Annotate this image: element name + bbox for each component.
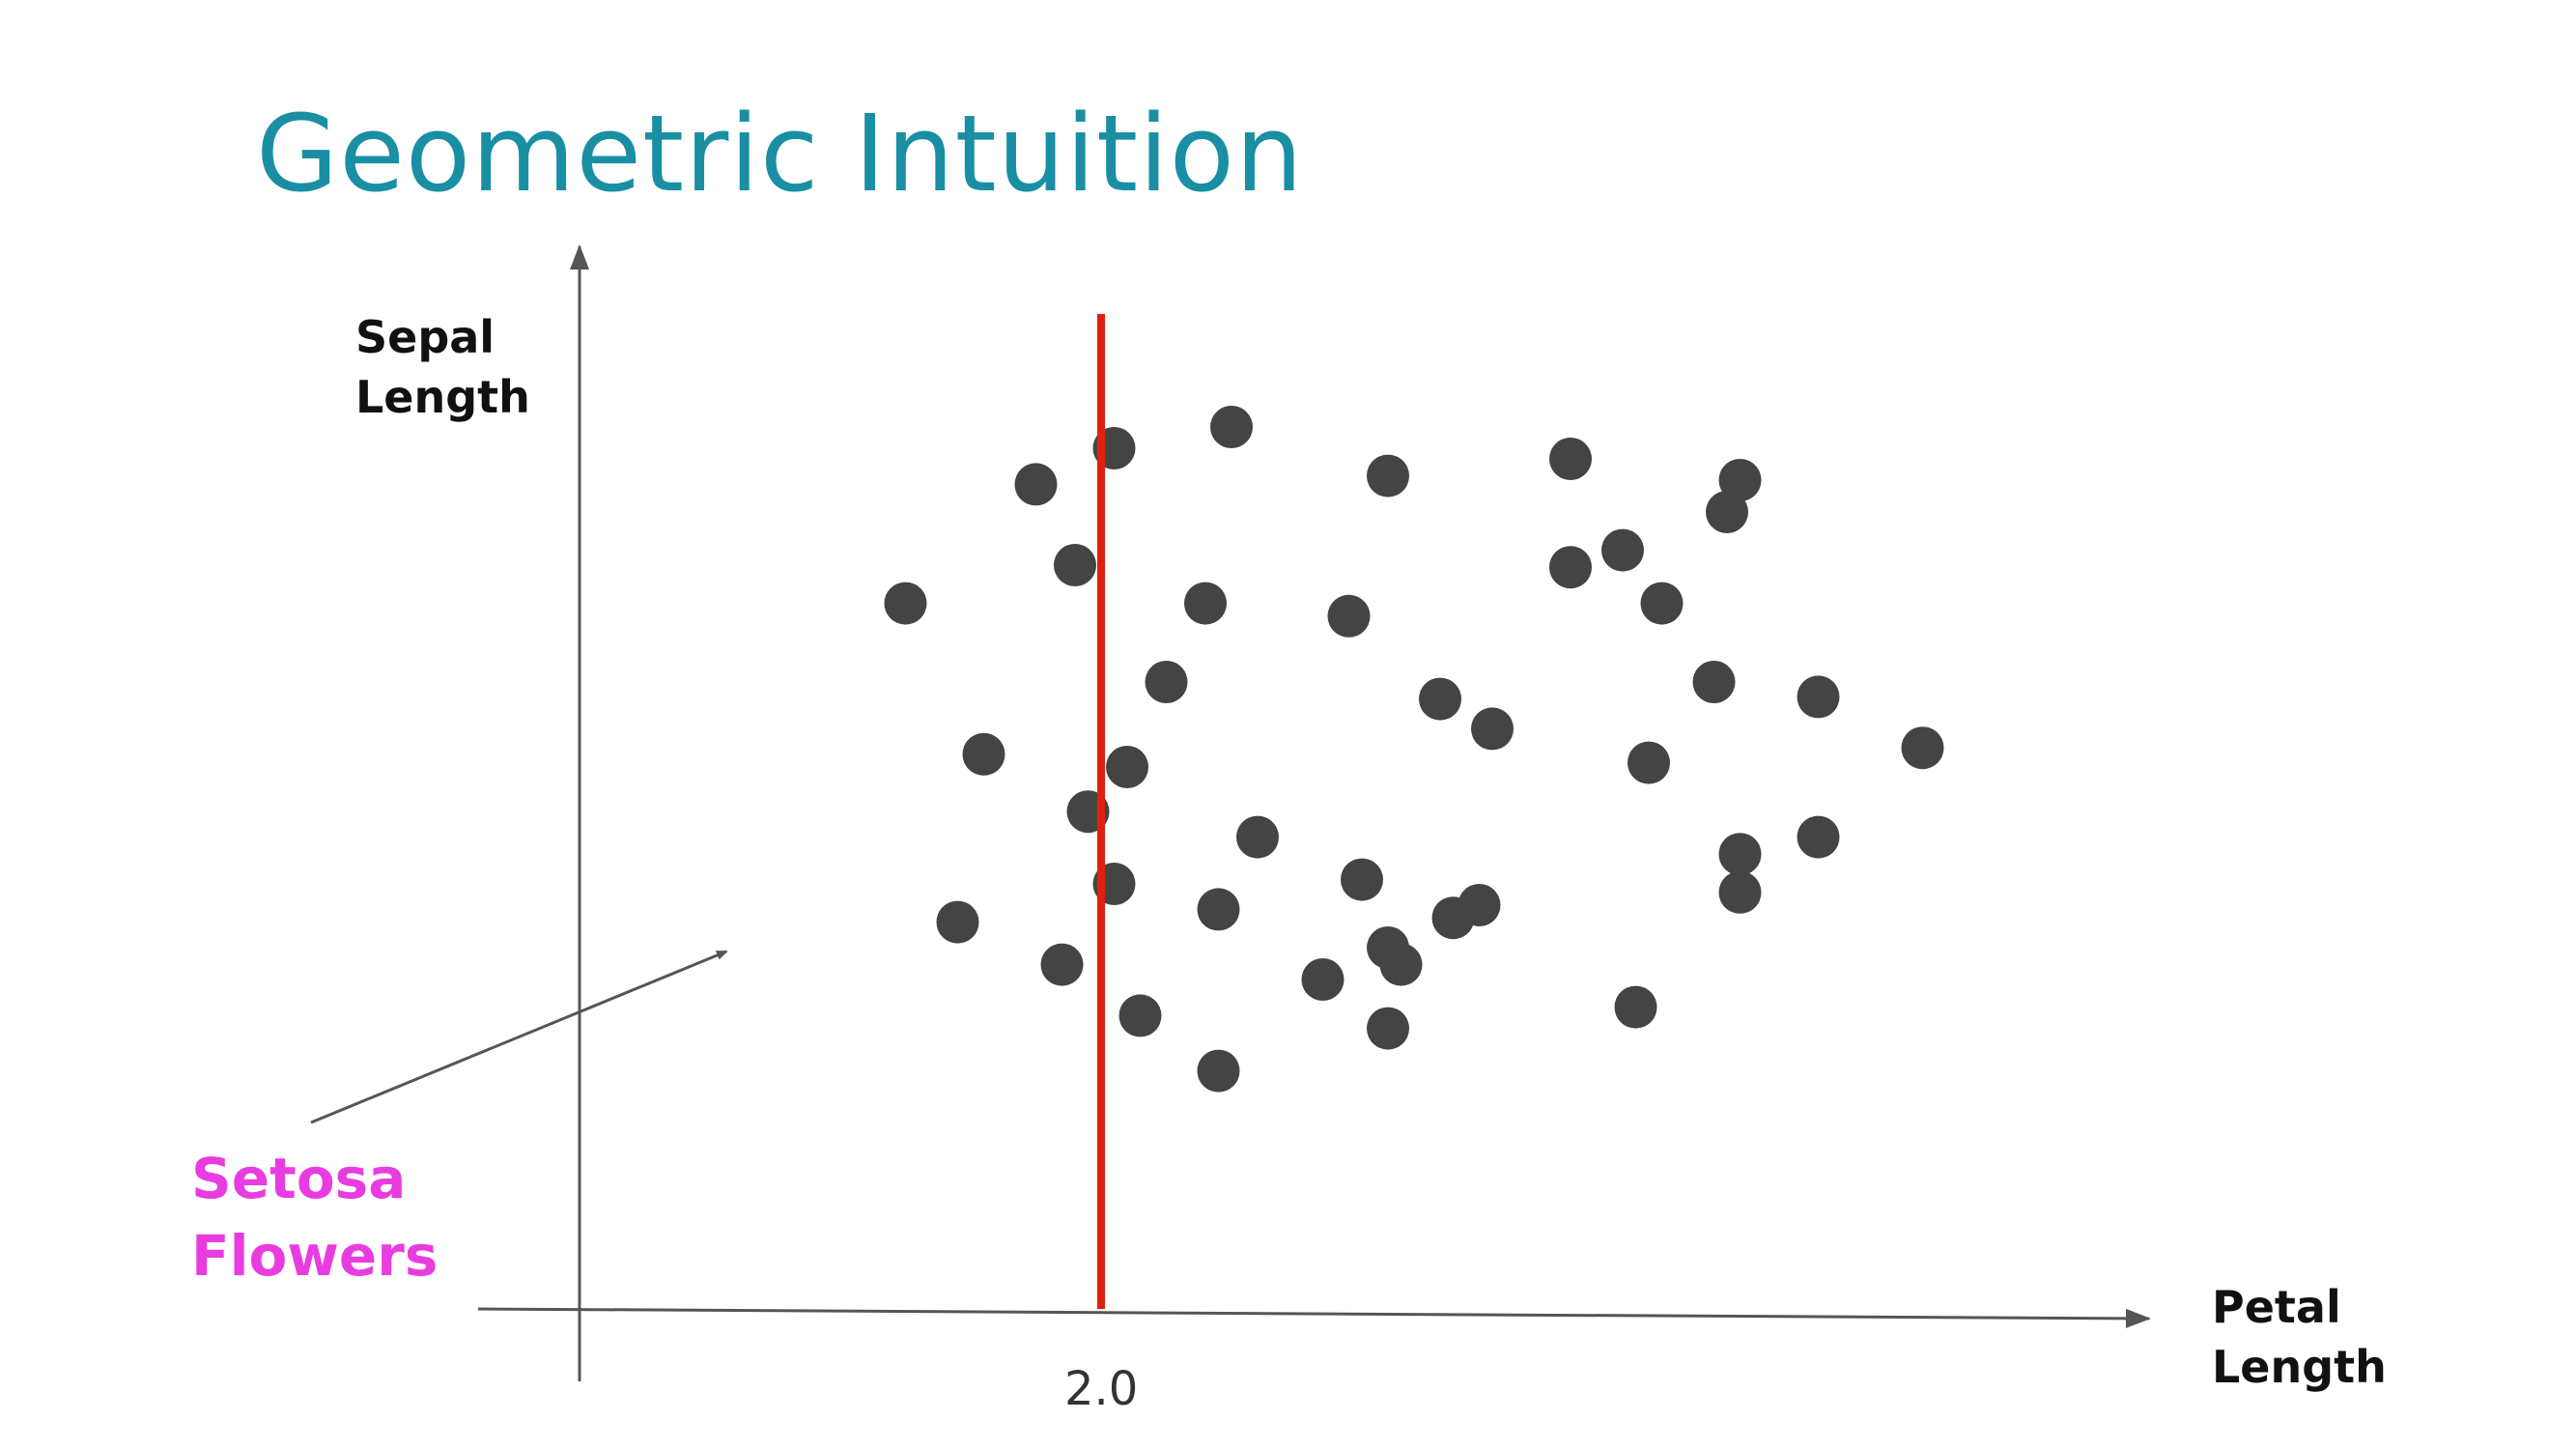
x-tick-label: 2.0 (1064, 1362, 1139, 1416)
data-point (1419, 677, 1461, 721)
data-point (1797, 815, 1840, 859)
data-point (1718, 870, 1762, 914)
data-point (1367, 454, 1409, 497)
data-point (962, 732, 1005, 776)
data-point (1549, 546, 1592, 589)
data-point (1040, 943, 1084, 986)
data-point (1431, 896, 1475, 940)
data-point (1197, 1049, 1240, 1093)
x-axis-label-line-2: Length (2212, 1341, 2387, 1393)
x-axis-label: Petal Length (2212, 1277, 2387, 1397)
data-point (1471, 707, 1514, 751)
data-point (1692, 661, 1736, 703)
annotation-line-2: Flowers (191, 1223, 439, 1289)
y-axis-label-line-2: Length (355, 371, 530, 423)
data-point (1367, 1007, 1409, 1050)
data-point (936, 900, 979, 944)
y-axis-label-line-1: Sepal (355, 311, 495, 363)
data-point (1718, 833, 1762, 876)
x-axis-label-line-1: Petal (2212, 1281, 2341, 1333)
data-point (1184, 582, 1227, 625)
data-point (1797, 675, 1840, 719)
data-point (1197, 888, 1240, 931)
data-point (1901, 726, 1944, 770)
data-point (884, 582, 927, 625)
data-point (1614, 985, 1657, 1029)
data-point (1341, 858, 1383, 901)
data-point (1379, 943, 1423, 986)
data-point (1236, 815, 1279, 859)
data-point (1718, 459, 1762, 501)
slide-title: Geometric Intuition (256, 92, 1304, 215)
data-point (1118, 994, 1162, 1037)
annotation-arrow (310, 950, 728, 1124)
y-axis-label: Sepal Length (355, 307, 530, 427)
data-point (1549, 438, 1592, 480)
data-point (1706, 491, 1748, 533)
data-point (1601, 528, 1644, 572)
x-axis (477, 1307, 2151, 1328)
data-point (1106, 746, 1148, 788)
setosa-annotation: Setosa Flowers (191, 1140, 438, 1294)
data-point (1301, 958, 1345, 1001)
data-point (1210, 406, 1253, 448)
data-point (1054, 544, 1096, 586)
data-point (1327, 594, 1371, 638)
data-point (1640, 582, 1684, 625)
data-points (884, 406, 1944, 1093)
data-point (1628, 741, 1670, 784)
data-point (1014, 463, 1058, 506)
annotation-line-1: Setosa (191, 1146, 407, 1211)
data-point (1145, 661, 1188, 703)
